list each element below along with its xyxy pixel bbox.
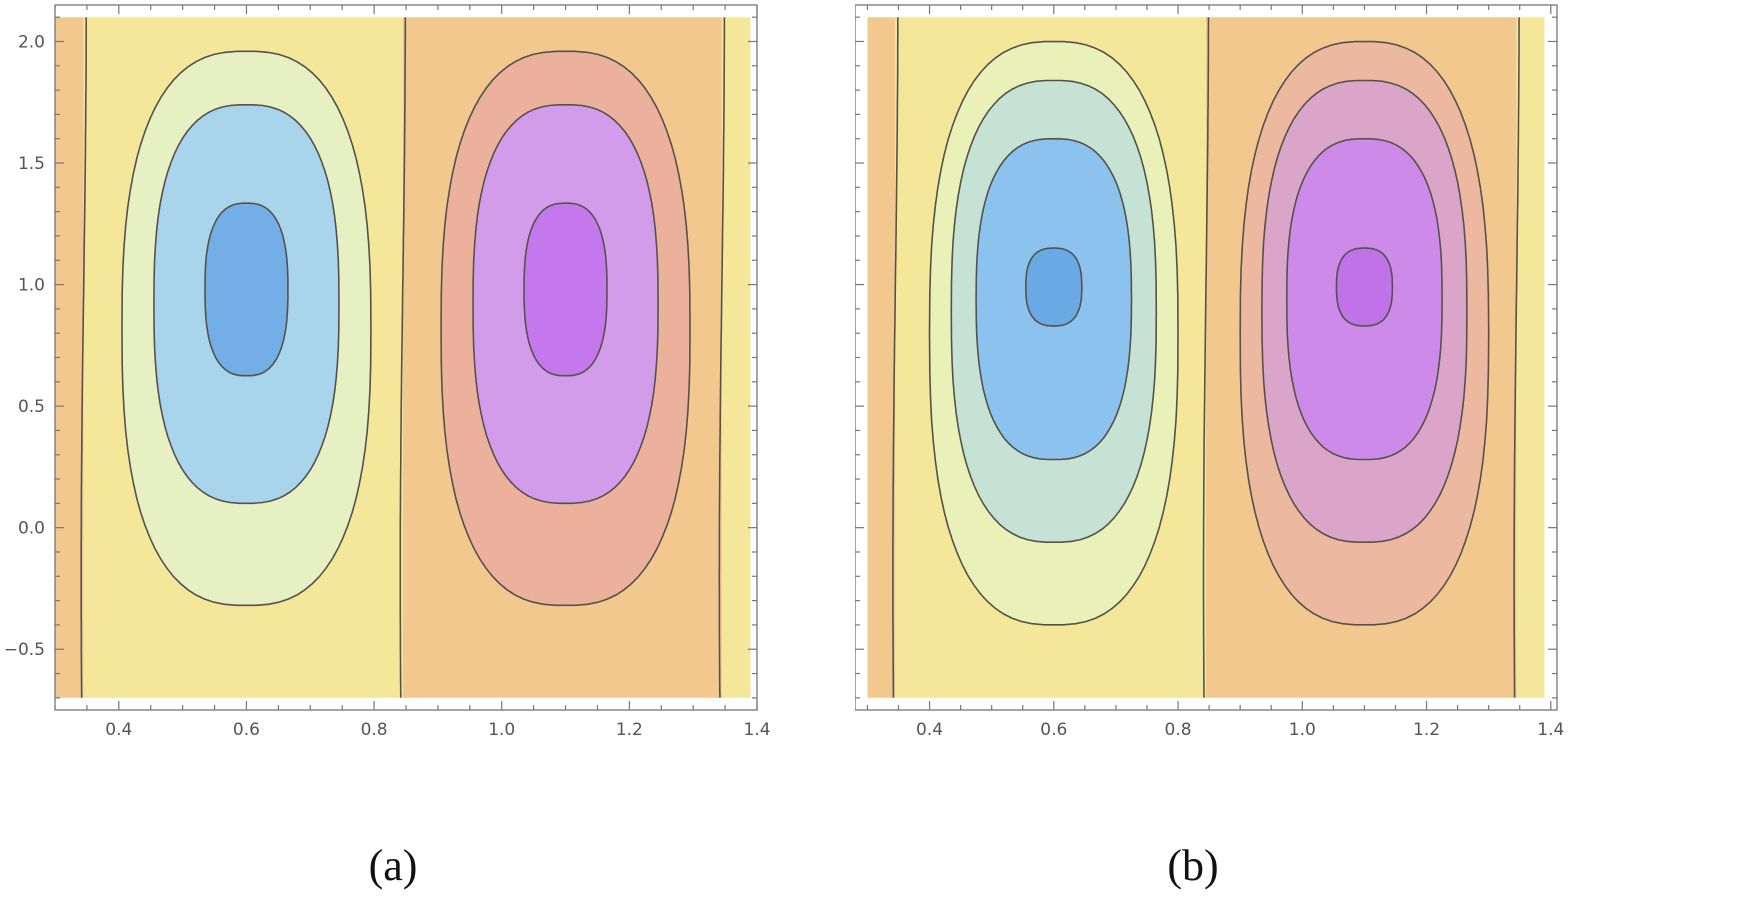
contour-right-level-4 xyxy=(1335,247,1394,327)
panel-label: (a) xyxy=(369,841,418,890)
contour-plot-a: 0.4 0.6 0.8 1.0 1.2 1.4 −0.5 0.0 0.5 1.0 1.5 2.0 (a) xyxy=(4,4,771,890)
zero-contour-2 xyxy=(399,17,407,698)
x-tick-label: 1.4 xyxy=(743,720,770,740)
zero-contour-2 xyxy=(1202,17,1210,698)
x-tick-label: 0.6 xyxy=(1040,720,1067,740)
zone-outer-right xyxy=(1516,17,1545,698)
y-tick-label: 2.0 xyxy=(18,32,45,52)
contour-field xyxy=(55,17,751,698)
y-tick-label: 1.0 xyxy=(18,276,45,296)
x-tick-label: 0.8 xyxy=(1165,720,1192,740)
contour-plot-b: 0.40.60.81.01.21.4−0.50.00.51.01.52.0(b) xyxy=(855,4,1564,890)
y-tick-label: 1.5 xyxy=(18,154,45,174)
x-tick-label: 0.4 xyxy=(105,720,132,740)
y-tick-label: −0.5 xyxy=(4,640,45,660)
x-tick-label: 1.0 xyxy=(488,720,515,740)
zero-contour-3 xyxy=(1513,17,1520,698)
x-tick-label: 0.6 xyxy=(233,720,260,740)
contour-left-level-3 xyxy=(204,202,289,377)
zero-contour-3 xyxy=(718,17,726,698)
zero-contour-1 xyxy=(892,17,899,698)
y-tick-label: 0.5 xyxy=(18,397,45,417)
contour-right-level-3 xyxy=(523,202,608,377)
zone-outer-left xyxy=(867,17,896,698)
x-tick-label: 1.4 xyxy=(1537,720,1564,740)
x-tick-label: 0.4 xyxy=(916,720,943,740)
zero-contour-1 xyxy=(80,17,87,698)
x-tick-label: 1.2 xyxy=(616,720,643,740)
zone-outer-right xyxy=(721,17,751,698)
contour-left-level-4 xyxy=(1024,247,1083,327)
x-tick-label: 1.0 xyxy=(1289,720,1316,740)
contour-field xyxy=(867,17,1545,698)
panel-label: (b) xyxy=(1167,841,1218,890)
x-tick-label: 0.8 xyxy=(361,720,388,740)
y-tick-label: 0.0 xyxy=(18,519,45,539)
x-tick-label: 1.2 xyxy=(1413,720,1440,740)
